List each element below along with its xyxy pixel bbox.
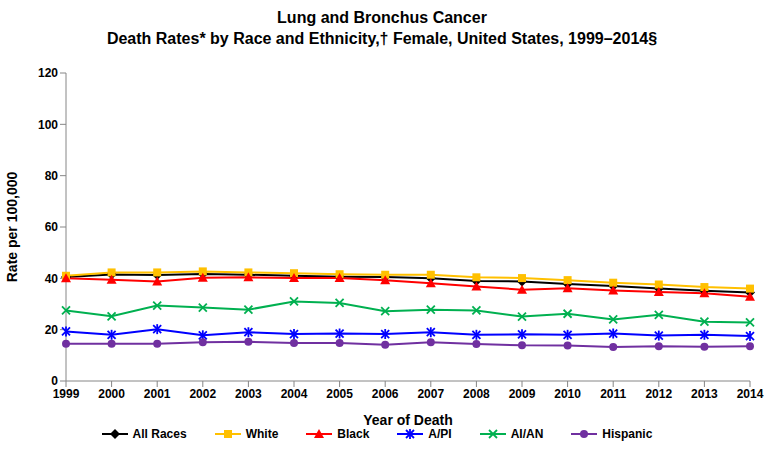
svg-text:40: 40	[45, 272, 59, 286]
svg-text:20: 20	[45, 323, 59, 337]
svg-text:2001: 2001	[144, 387, 171, 401]
svg-text:Rate per 100,000: Rate per 100,000	[8, 172, 20, 283]
svg-text:2005: 2005	[326, 387, 353, 401]
svg-text:2003: 2003	[235, 387, 262, 401]
svg-text:2008: 2008	[463, 387, 490, 401]
svg-text:100: 100	[38, 118, 58, 132]
svg-text:2007: 2007	[417, 387, 444, 401]
svg-text:2013: 2013	[691, 387, 718, 401]
svg-text:2004: 2004	[281, 387, 308, 401]
svg-text:2009: 2009	[509, 387, 536, 401]
svg-text:2012: 2012	[645, 387, 672, 401]
svg-text:Year of Death: Year of Death	[363, 412, 452, 428]
html-text:Death Rates* by Race and Ethni: Death Rates* by Race and Ethnicity,† Fem…	[106, 30, 658, 47]
svg-text:2006: 2006	[372, 387, 399, 401]
svg-text:80: 80	[45, 169, 59, 183]
html-text:A/PI: A/PI	[428, 427, 452, 441]
svg-text:2011: 2011	[600, 387, 626, 401]
html-text:Hispanic: Hispanic	[602, 427, 653, 441]
svg-text:2000: 2000	[98, 387, 125, 401]
html-text:All Races: All Races	[132, 427, 187, 441]
html-text:AI/AN: AI/AN	[510, 427, 544, 441]
svg-text:120: 120	[38, 66, 58, 80]
svg-text:1999: 1999	[53, 387, 80, 401]
html-text:White: White	[245, 427, 279, 441]
svg-text:2002: 2002	[189, 387, 216, 401]
html-text:Black: Black	[337, 427, 370, 441]
svg-text:60: 60	[45, 220, 59, 234]
svg-text:0: 0	[51, 374, 58, 388]
svg-text:2014: 2014	[737, 387, 756, 401]
svg-text:2010: 2010	[554, 387, 581, 401]
html-text:Lung and Bronchus Cancer: Lung and Bronchus Cancer	[277, 9, 487, 26]
